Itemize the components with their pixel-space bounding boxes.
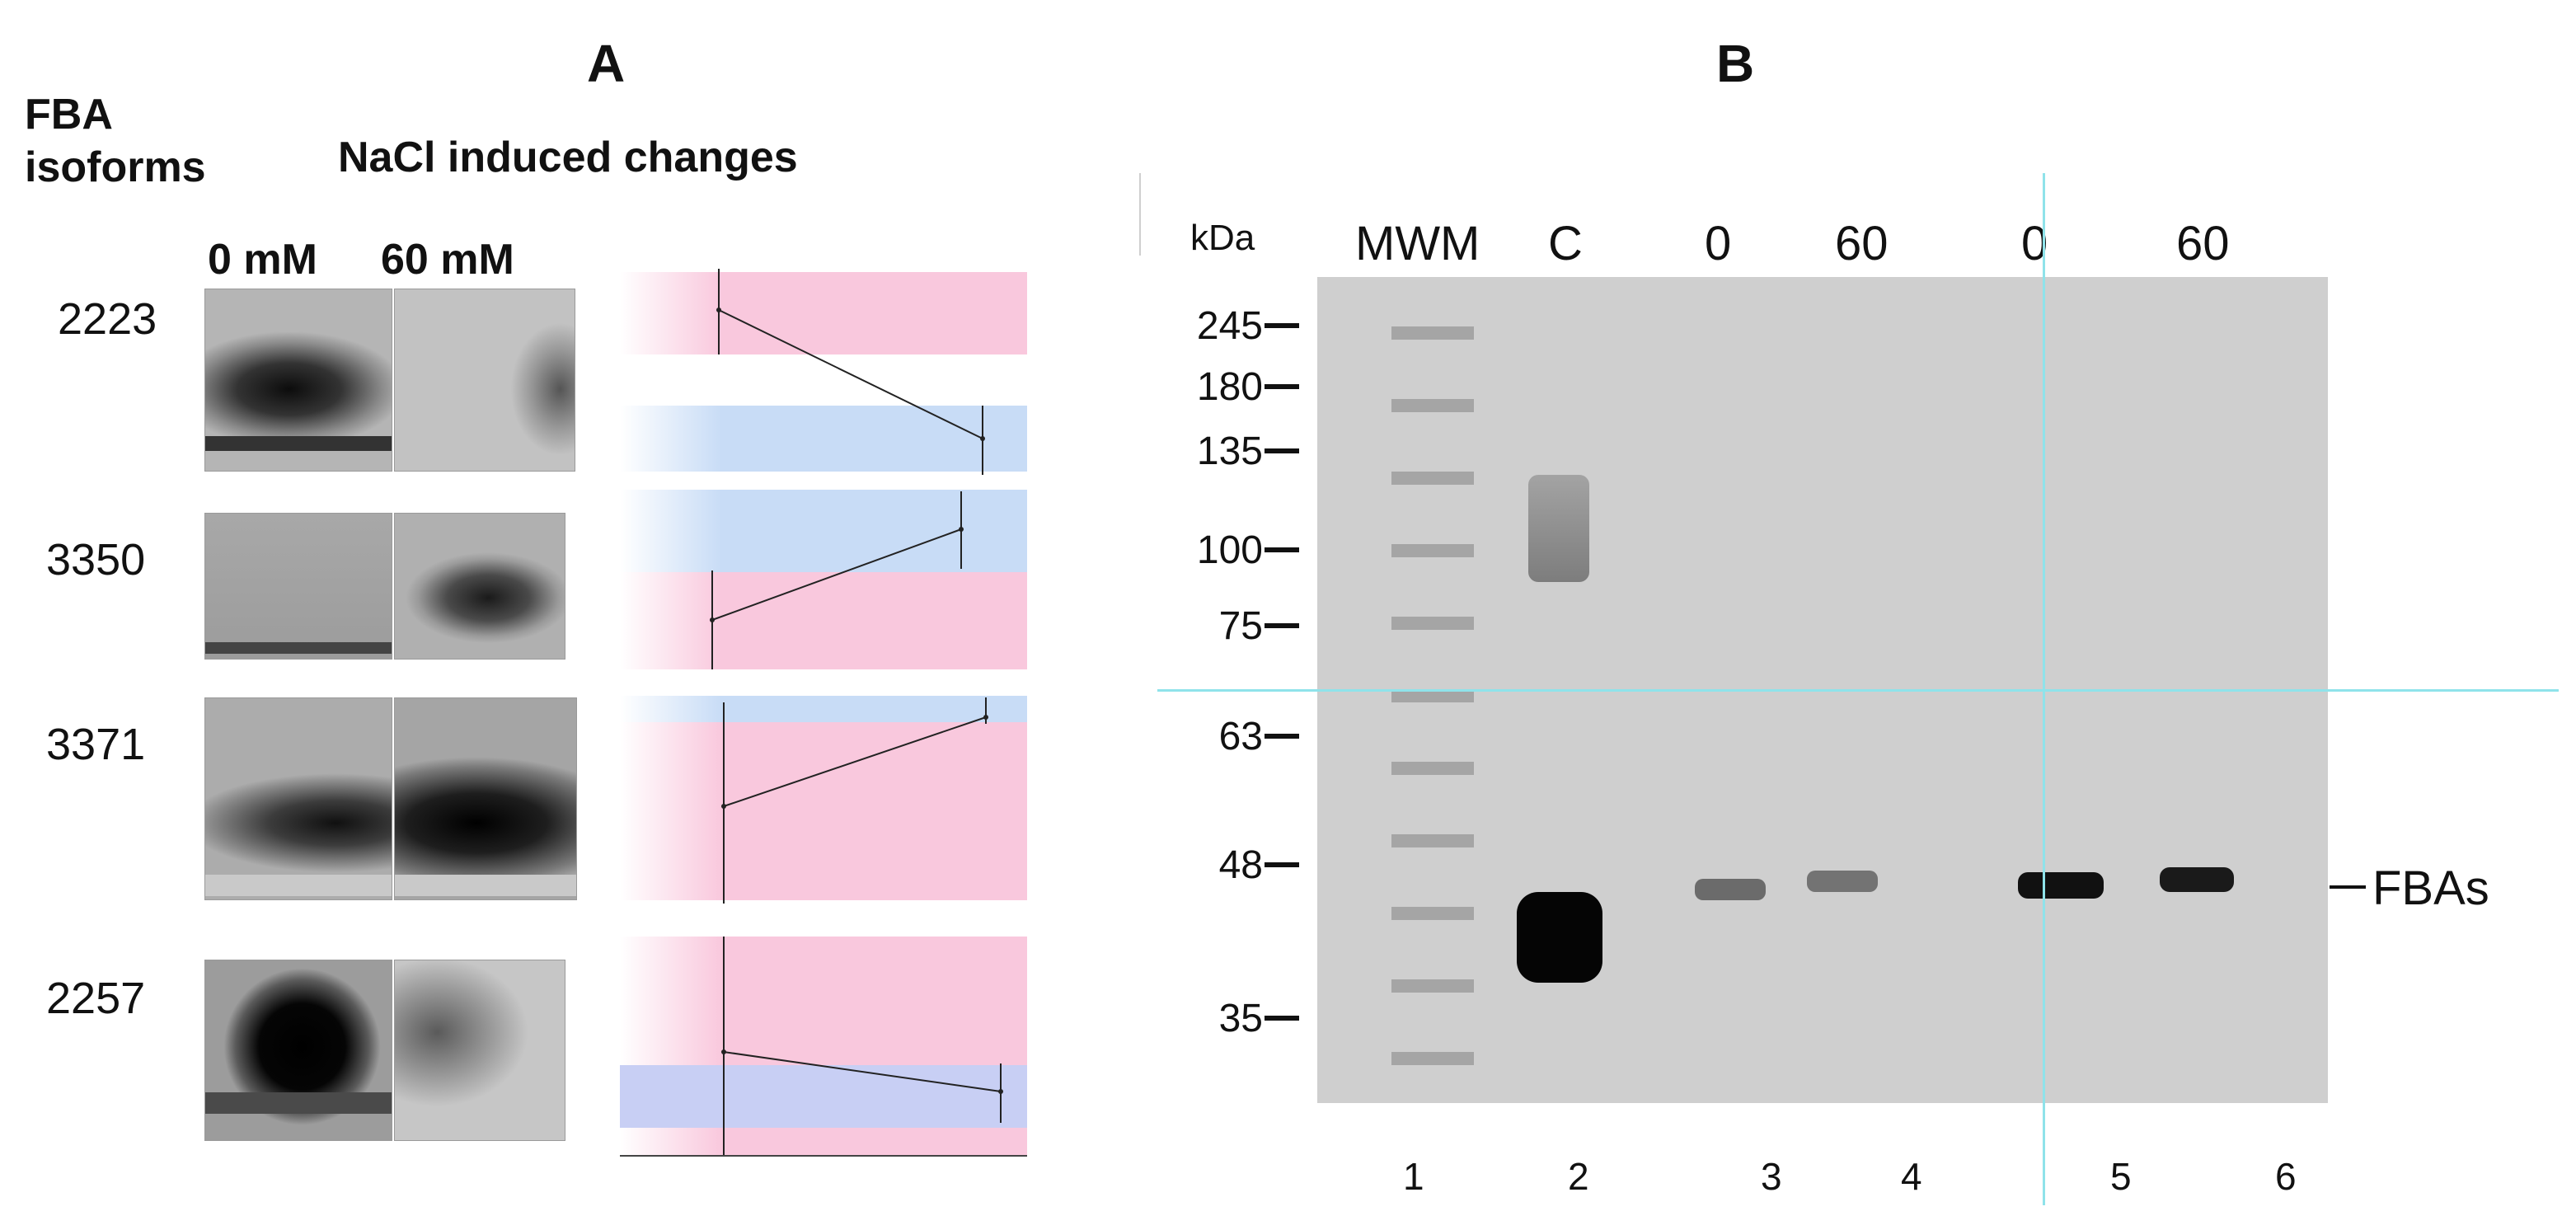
fba-band-lane4: [1807, 871, 1878, 892]
control-band: [1517, 892, 1602, 983]
fba-band-lane3: [1695, 879, 1766, 900]
trend-graph-2223: [620, 269, 1027, 475]
lane-header-60-a: 60: [1835, 217, 1889, 270]
marker-label-180: 180: [1196, 365, 1263, 409]
kda-label: kDa: [1190, 218, 1255, 258]
marker-tick-63: [1265, 734, 1299, 739]
spot-image-3350-60mm: [394, 513, 565, 660]
spot-image-3371-0mm: [204, 697, 392, 900]
spot-image-3350-0mm: [204, 513, 392, 660]
column-header-nacl: NaCl induced changes: [338, 134, 798, 181]
lane-header-mwm: MWM: [1355, 217, 1480, 270]
spot-image-2257-60mm: [394, 960, 565, 1141]
row-header-isoforms: isoforms: [25, 143, 206, 191]
isoform-label-2257: 2257: [46, 974, 146, 1023]
marker-tick-135: [1265, 448, 1299, 453]
fbas-label: FBAs: [2372, 861, 2489, 915]
marker-label-135: 135: [1196, 430, 1263, 473]
trend-graph-2257: [620, 937, 1027, 1157]
lane-number-2: 2: [1568, 1155, 1589, 1198]
guide-line-vertical: [2043, 173, 2045, 1205]
lane-number-1: 1: [1403, 1155, 1424, 1198]
marker-label-48: 48: [1218, 843, 1263, 887]
marker-tick-100: [1265, 547, 1299, 552]
marker-label-75: 75: [1218, 604, 1263, 648]
marker-tick-245: [1265, 323, 1299, 328]
row-header-fba: FBA: [25, 91, 113, 138]
panel-a-label: A: [587, 34, 626, 93]
spot-image-2223-0mm: [204, 289, 392, 472]
marker-label-63: 63: [1218, 715, 1263, 758]
fba-band-lane5: [2018, 872, 2104, 899]
marker-tick-35: [1265, 1016, 1299, 1021]
lane-header-c: C: [1548, 217, 1583, 270]
lane-number-3: 3: [1761, 1155, 1782, 1198]
marker-label-100: 100: [1196, 528, 1263, 572]
guide-line-horizontal: [1157, 689, 2559, 692]
trend-graph-3350: [620, 490, 1027, 669]
lane-number-4: 4: [1901, 1155, 1922, 1198]
lane-number-5: 5: [2110, 1155, 2132, 1198]
marker-tick-180: [1265, 384, 1299, 389]
spot-image-3371-60mm: [394, 697, 577, 900]
condition-60mm: 60 mM: [381, 236, 514, 284]
marker-tick-48: [1265, 862, 1299, 867]
isoform-label-2223: 2223: [58, 294, 157, 344]
condition-0mm: 0 mM: [208, 236, 317, 284]
lane-header-0-a: 0: [1705, 217, 1732, 270]
isoform-label-3350: 3350: [46, 535, 146, 584]
trend-graph-3371: [620, 696, 1027, 904]
marker-tick-75: [1265, 623, 1299, 628]
isoform-label-3371: 3371: [46, 720, 146, 769]
fba-band-lane6: [2160, 867, 2234, 892]
divider-line: [1139, 173, 1141, 256]
lane-number-6: 6: [2275, 1155, 2297, 1198]
marker-label-35: 35: [1218, 997, 1263, 1040]
lane-header-60-b: 60: [2176, 217, 2230, 270]
fbas-pointer-line: [2330, 885, 2366, 889]
panel-b-label: B: [1716, 34, 1755, 93]
marker-label-245: 245: [1196, 304, 1263, 348]
spot-image-2223-60mm: [394, 289, 575, 472]
spot-image-2257-0mm: [204, 960, 392, 1141]
